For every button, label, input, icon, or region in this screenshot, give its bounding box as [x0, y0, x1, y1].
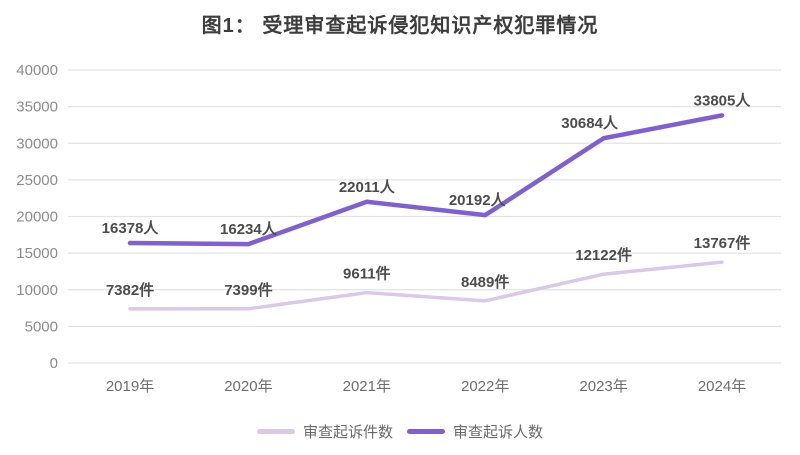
y-axis-tick-label: 40000	[16, 62, 58, 79]
y-axis-tick-label: 35000	[16, 99, 58, 116]
y-axis-tick-label: 20000	[16, 209, 58, 226]
y-axis-tick-label: 0	[50, 355, 58, 372]
y-axis-tick-label: 30000	[16, 135, 58, 152]
data-label-cases: 7382件	[106, 281, 154, 299]
legend-item-cases: 审查起诉件数	[256, 421, 393, 442]
x-axis-label: 2023年	[579, 378, 627, 395]
y-axis-tick-label: 15000	[16, 245, 58, 262]
legend-label-people: 审查起诉人数	[453, 424, 544, 441]
data-label-cases: 12122件	[575, 246, 632, 264]
legend-label-cases: 审查起诉件数	[302, 424, 393, 441]
data-label-people: 20192人	[449, 192, 507, 209]
data-label-people: 33805人	[694, 92, 752, 109]
data-label-people: 16378人	[102, 220, 160, 237]
data-label-cases: 8489件	[461, 273, 509, 291]
chart-legend: 审查起诉件数 审查起诉人数	[0, 421, 800, 442]
legend-swatch-people	[407, 429, 445, 434]
x-axis-label: 2021年	[343, 378, 391, 395]
x-axis-label: 2020年	[224, 378, 272, 395]
series-line-cases	[128, 260, 724, 311]
x-axis-label: 2022年	[461, 378, 509, 395]
y-axis-tick-label: 25000	[16, 172, 58, 189]
data-label-cases: 7399件	[224, 281, 272, 299]
y-axis-tick-label: 5000	[25, 318, 58, 335]
series-line-people	[127, 113, 725, 247]
x-axis-label: 2019年	[106, 378, 154, 395]
data-label-cases: 13767件	[694, 234, 751, 252]
legend-swatch-cases	[256, 429, 295, 434]
y-axis-tick-label: 10000	[16, 282, 58, 299]
data-label-people: 16234人	[220, 221, 278, 238]
legend-item-people: 审查起诉人数	[407, 421, 543, 442]
x-axis-label: 2024年	[698, 378, 746, 395]
data-label-cases: 9611件	[343, 265, 391, 283]
data-label-people: 22011人	[339, 179, 396, 196]
chart-title: 图1： 受理审查起诉侵犯知识产权犯罪情况	[201, 15, 599, 37]
data-label-people: 30684人	[561, 115, 619, 132]
